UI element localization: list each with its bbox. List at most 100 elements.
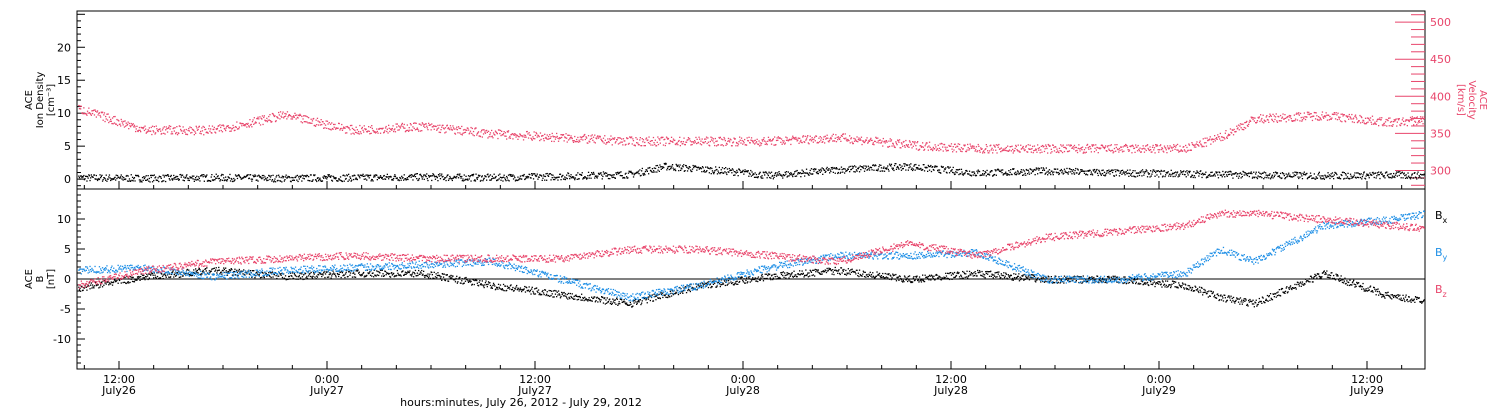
data-point — [354, 130, 355, 131]
data-point — [160, 278, 161, 279]
data-point — [690, 144, 691, 145]
data-point — [449, 176, 450, 177]
data-point — [292, 118, 293, 119]
data-point — [259, 274, 260, 275]
data-point — [485, 133, 486, 134]
data-point — [644, 142, 645, 143]
data-point — [153, 130, 154, 131]
data-point — [81, 175, 82, 176]
data-point — [161, 133, 162, 134]
data-point — [307, 122, 308, 123]
data-point — [187, 178, 188, 179]
data-point — [922, 142, 923, 143]
data-point — [630, 171, 631, 172]
data-point — [662, 137, 663, 138]
data-point — [487, 174, 488, 175]
data-point — [1371, 122, 1372, 123]
data-point — [500, 130, 501, 131]
data-point — [523, 175, 524, 176]
data-point — [1033, 152, 1034, 153]
data-point — [324, 123, 325, 124]
data-point — [1302, 178, 1303, 179]
data-point — [148, 175, 149, 176]
data-point — [140, 131, 141, 132]
data-point — [1354, 175, 1355, 176]
data-point — [326, 120, 327, 121]
data-point — [1067, 172, 1068, 173]
data-point — [976, 175, 977, 176]
data-point — [1393, 173, 1394, 174]
data-point — [506, 138, 507, 139]
data-point — [1143, 171, 1144, 172]
y-tick-label: 0 — [64, 173, 71, 186]
data-point — [1127, 170, 1128, 171]
data-point — [140, 276, 141, 277]
data-point — [136, 280, 137, 281]
data-point — [322, 121, 323, 122]
data-point — [342, 128, 343, 129]
data-point — [1284, 118, 1285, 119]
data-point — [1053, 147, 1054, 148]
data-point — [266, 120, 267, 121]
data-point — [565, 177, 566, 178]
data-point — [321, 274, 322, 275]
data-point — [362, 174, 363, 175]
data-point — [1387, 175, 1388, 176]
data-point — [503, 177, 504, 178]
data-point — [654, 171, 655, 172]
data-point — [1306, 117, 1307, 118]
y-axis-label: ACEIon Density[cm⁻³] — [24, 72, 57, 129]
data-point — [101, 175, 102, 176]
data-point — [698, 142, 699, 143]
data-point — [1152, 171, 1153, 172]
data-point — [683, 164, 684, 165]
data-point — [390, 277, 391, 278]
data-point — [368, 175, 369, 176]
data-point — [1356, 118, 1357, 119]
data-point — [1011, 146, 1012, 147]
data-point — [861, 137, 862, 138]
data-point — [227, 275, 228, 276]
data-point — [1424, 174, 1425, 175]
data-point — [696, 167, 697, 168]
data-point — [384, 132, 385, 133]
data-point — [642, 168, 643, 169]
data-point — [657, 165, 658, 166]
data-point — [781, 138, 782, 139]
data-point — [502, 177, 503, 178]
data-point — [1109, 145, 1110, 146]
data-point — [1153, 149, 1154, 150]
data-point — [1129, 173, 1130, 174]
data-point — [1250, 121, 1251, 122]
data-point — [262, 175, 263, 176]
data-point — [1191, 142, 1192, 143]
data-point — [257, 180, 258, 181]
data-point — [167, 131, 168, 132]
data-point — [1174, 149, 1175, 150]
data-point — [975, 150, 976, 151]
data-point — [439, 132, 440, 133]
data-point — [224, 269, 225, 270]
data-point — [788, 171, 789, 172]
data-point — [234, 130, 235, 131]
data-point — [1365, 178, 1366, 179]
data-point — [1025, 149, 1026, 150]
data-point — [1102, 173, 1103, 174]
data-point — [393, 131, 394, 132]
data-point — [1045, 173, 1046, 174]
data-point — [444, 132, 445, 133]
data-point — [981, 175, 982, 176]
data-point — [109, 121, 110, 122]
data-point — [395, 176, 396, 177]
data-point — [958, 174, 959, 175]
data-point — [223, 267, 224, 268]
data-point — [709, 172, 710, 173]
data-point — [469, 178, 470, 179]
data-point — [385, 271, 386, 272]
data-point — [124, 120, 125, 121]
data-point — [183, 126, 184, 127]
data-point — [811, 140, 812, 141]
data-point — [1094, 148, 1095, 149]
data-point — [162, 180, 163, 181]
data-point — [795, 176, 796, 177]
